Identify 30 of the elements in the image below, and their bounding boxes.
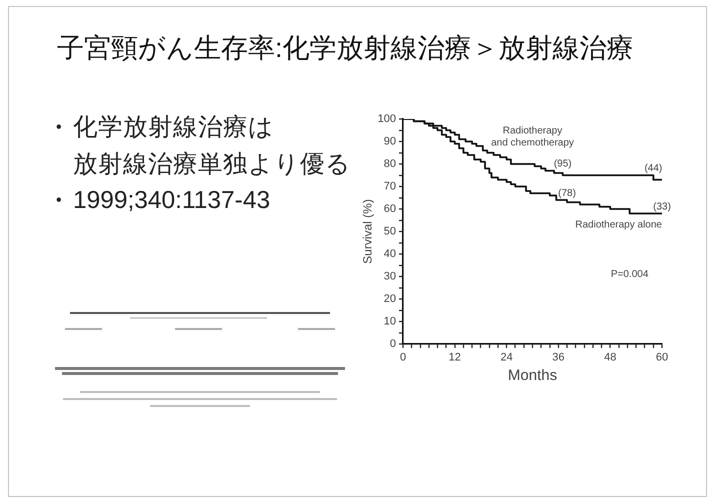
y-tick-label: 60	[384, 203, 396, 216]
y-tick-label: 40	[384, 248, 396, 260]
y-axis-title: Survival (%)	[360, 199, 375, 264]
annotation: (95)	[554, 158, 572, 170]
y-tick-label: 100	[378, 113, 396, 126]
text: • 化学放射線治療は	[56, 113, 274, 143]
text: 子宮頸がん生存率:化学放射線治療＞放射線治療	[57, 32, 634, 65]
x-tick-label: 48	[604, 352, 616, 364]
x-tick-label: 60	[656, 352, 668, 364]
y-tick-label: 50	[384, 226, 396, 238]
y-tick-label: 30	[384, 270, 396, 283]
y-tick-label: 90	[384, 136, 396, 148]
annotation: (33)	[653, 201, 671, 212]
text: • 1999;340:1137-43	[56, 186, 270, 216]
y-tick-label: 70	[384, 180, 396, 193]
y-tick-label: 20	[384, 293, 396, 306]
annotation: P=0.004	[610, 269, 649, 280]
x-tick-label: 12	[448, 352, 461, 364]
x-tick-label: 36	[552, 352, 565, 364]
series-label: Radiotherapy and chemotherapy	[491, 126, 574, 148]
annotation: (78)	[558, 188, 576, 199]
y-tick-label: 0	[390, 338, 396, 350]
text: 放射線治療単独より優る	[73, 150, 351, 180]
x-tick-label: 24	[500, 352, 513, 364]
x-axis-title: Months	[508, 367, 558, 384]
y-tick-label: 80	[384, 158, 396, 170]
y-tick-label: 10	[384, 316, 396, 328]
x-tick-label: 0	[400, 352, 406, 364]
series-label: Radiotherapy alone	[575, 219, 662, 230]
annotation: (44)	[644, 163, 662, 174]
